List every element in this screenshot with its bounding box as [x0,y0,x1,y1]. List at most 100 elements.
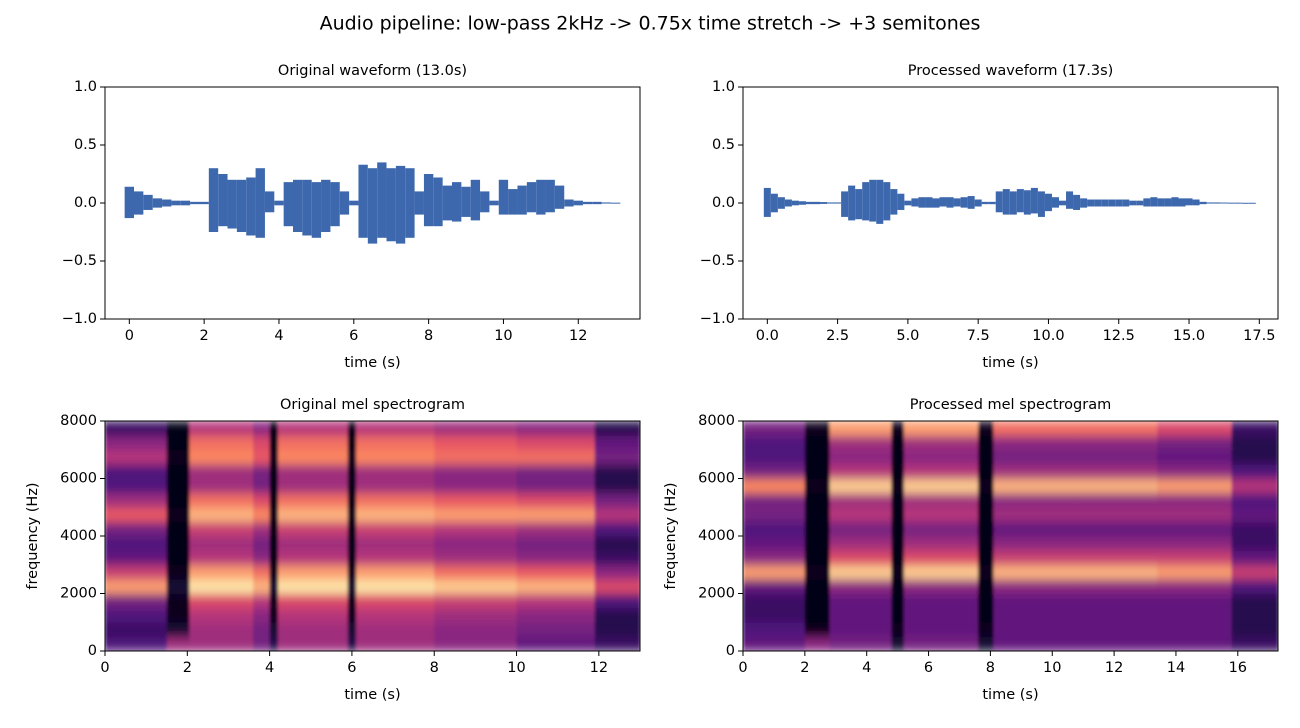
heatmap-cell [829,607,893,623]
heatmap-cell [1231,536,1278,551]
heatmap-cell [804,550,831,566]
heatmap-cell [166,507,190,523]
heatmap-cell [1073,449,1158,465]
heatmap-cell [891,435,905,451]
x-tick-label: 10 [507,660,525,676]
heatmap-cell [829,579,893,595]
heatmap-cell [253,478,271,494]
heatmap-cell [891,492,905,508]
y-axis-label: frequency (Hz) [663,482,679,589]
waveform-sample [452,182,462,222]
x-axis-label: time (s) [982,355,1038,371]
heatmap-cell [434,536,518,551]
heatmap-cell [516,449,596,465]
heatmap-cell [829,478,893,494]
waveform-sample [1178,198,1186,207]
heatmap-cell [269,449,279,465]
heatmap-cell [516,536,596,551]
heatmap-cell [993,636,1075,651]
heatmap-cell [743,564,806,580]
heatmap-cell [356,449,435,465]
waveform-sample [461,186,471,217]
waveform-sample [862,182,870,221]
heatmap-cell [903,579,979,595]
heatmap-cell [434,478,518,494]
waveform-sample [573,200,583,206]
heatmap-cell [829,421,893,436]
heatmap-cell [743,421,806,436]
heatmap-cell [743,435,806,451]
heatmap-cell [743,607,806,623]
waveform-sample [848,185,856,221]
waveform-sample [1248,202,1256,204]
x-tick-label: 2 [800,660,809,676]
waveform-sample [932,198,940,208]
y-tick-label: 0.0 [712,195,735,211]
y-tick-label: 4000 [698,528,735,544]
heatmap-cell [1157,536,1233,551]
x-tick-label: 7.5 [967,328,990,344]
y-tick-label: 2000 [698,586,735,602]
waveform-sample [784,199,792,207]
y-tick-label: 4000 [60,528,97,544]
waveform-sample [1115,199,1123,207]
heatmap-cell [105,478,168,494]
heatmap-cell [277,579,349,595]
heatmap-cell [105,492,168,508]
heatmap-cell [516,607,596,623]
plot-area [763,179,1256,224]
waveform-sample [339,191,350,215]
heatmap-cell [434,636,518,651]
heatmap-cell [105,579,168,595]
heatmap-cell [594,492,640,508]
heatmap-cell [1073,435,1158,451]
heatmap-cell [1157,622,1233,638]
heatmap-cell [277,564,349,580]
heatmap-cell [993,622,1075,638]
heatmap-cell [269,607,279,623]
heatmap-cell [891,622,905,638]
waveform-sample [143,194,153,210]
heatmap-cell [978,607,995,623]
waveform-sample [1143,198,1151,207]
heatmap-cell [253,449,271,465]
heatmap-cell [804,449,831,465]
waveform-sample [1016,189,1024,213]
heatmap-cell [594,579,640,595]
waveform-sample [967,196,975,209]
heatmap-cell [189,593,254,609]
heatmap-cell [277,507,349,523]
heatmap-cell [105,564,168,580]
y-tick-label: −0.5 [700,253,735,269]
heatmap-cell [434,449,518,465]
heatmap-cell [269,550,279,566]
heatmap-cell [804,564,831,580]
heatmap-cell [166,636,190,651]
heatmap-cell [1073,536,1158,551]
heatmap-cell [891,449,905,465]
waveform-sample [386,168,396,242]
heatmap-cell [1157,449,1233,465]
heatmap-cell [903,550,979,566]
heatmap-cell [978,464,995,480]
heatmap-cell [829,464,893,480]
x-tick-label: 8 [430,660,439,676]
waveform-sample [321,179,331,232]
heatmap-cell [269,593,279,609]
waveform-sample [1037,191,1045,217]
heatmap-cell [516,593,596,609]
heatmap-cell [166,536,190,551]
heatmap-cell [829,449,893,465]
heatmap-cell [516,421,596,436]
heatmap-cell [978,478,995,494]
waveform-sample [358,164,368,238]
heatmap-cell [903,464,979,480]
heatmap-cell [356,536,435,551]
waveform-sample [827,202,835,204]
waveform-sample [805,201,814,205]
heatmap-cell [978,636,995,651]
heatmap-cell [594,435,640,451]
waveform-sample [904,200,912,206]
heatmap-cell [804,435,831,451]
waveform-sample [953,198,961,207]
